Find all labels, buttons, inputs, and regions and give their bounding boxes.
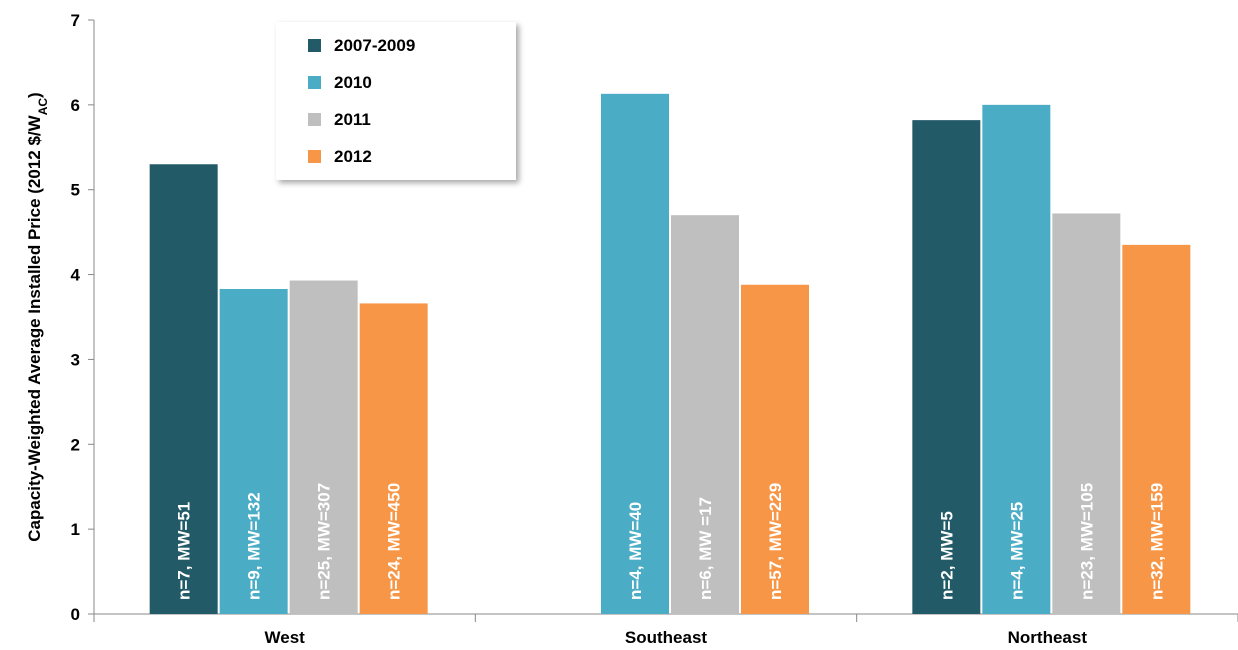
bar-2007-2009 (149, 164, 218, 614)
legend-label: 2010 (334, 73, 372, 92)
bar-2011 (289, 280, 358, 614)
y-tick-label: 7 (71, 11, 80, 30)
y-tick-label: 3 (71, 350, 80, 369)
y-tick-label: 2 (71, 435, 80, 454)
y-tick-label: 1 (71, 520, 80, 539)
bar-2012 (1122, 244, 1191, 614)
legend-swatch (308, 113, 321, 126)
y-axis-label: Capacity-Weighted Average Installed Pric… (25, 92, 50, 541)
y-tick-label: 5 (71, 181, 80, 200)
legend-swatch (308, 150, 321, 163)
bar-data-label: n=24, MW=450 (385, 483, 404, 600)
bar-2010 (601, 93, 669, 615)
legend-label: 2007-2009 (334, 36, 415, 55)
y-tick-label: 6 (71, 96, 80, 115)
x-category-label: Southeast (625, 628, 708, 647)
x-category-label: Northeast (1008, 628, 1088, 647)
bar-data-label: n=23, MW=105 (1077, 483, 1096, 600)
legend-swatch (308, 39, 321, 52)
y-tick-label: 4 (71, 266, 81, 285)
y-tick-label: 0 (71, 605, 80, 624)
x-category-label: West (265, 628, 306, 647)
bar-data-label: n=25, MW=307 (315, 483, 334, 600)
y-axis-title: Capacity-Weighted Average Installed Pric… (25, 92, 50, 541)
bar-2010 (219, 288, 288, 614)
bar-data-label: n=4, MW=25 (1007, 502, 1026, 600)
bar-2011 (1052, 213, 1121, 614)
bar-2007-2009 (912, 120, 981, 614)
bar-data-label: n=7, MW=51 (175, 502, 194, 600)
bar-data-label: n=9, MW=132 (245, 492, 264, 600)
bar-2012 (741, 284, 809, 614)
bar-data-label: n=4, MW=40 (626, 502, 645, 600)
bar-data-label: n=32, MW=159 (1147, 483, 1166, 600)
legend-label: 2012 (334, 147, 372, 166)
legend-label: 2011 (334, 110, 371, 129)
bar-2011 (671, 215, 739, 614)
legend: 2007-2009 2010 2011 2012 (276, 22, 516, 180)
bar-2010 (982, 104, 1051, 614)
bar-data-label: n=2, MW=5 (937, 511, 956, 600)
bar-data-label: n=57, MW=229 (766, 483, 785, 600)
bars: n=7, MW=51 n=9, MW=132 n=25, MW=307 n=24, M… (149, 93, 1191, 615)
bar-data-label: n=6, MW =17 (696, 497, 715, 600)
bar-2012 (359, 303, 428, 614)
legend-swatch (308, 76, 321, 89)
